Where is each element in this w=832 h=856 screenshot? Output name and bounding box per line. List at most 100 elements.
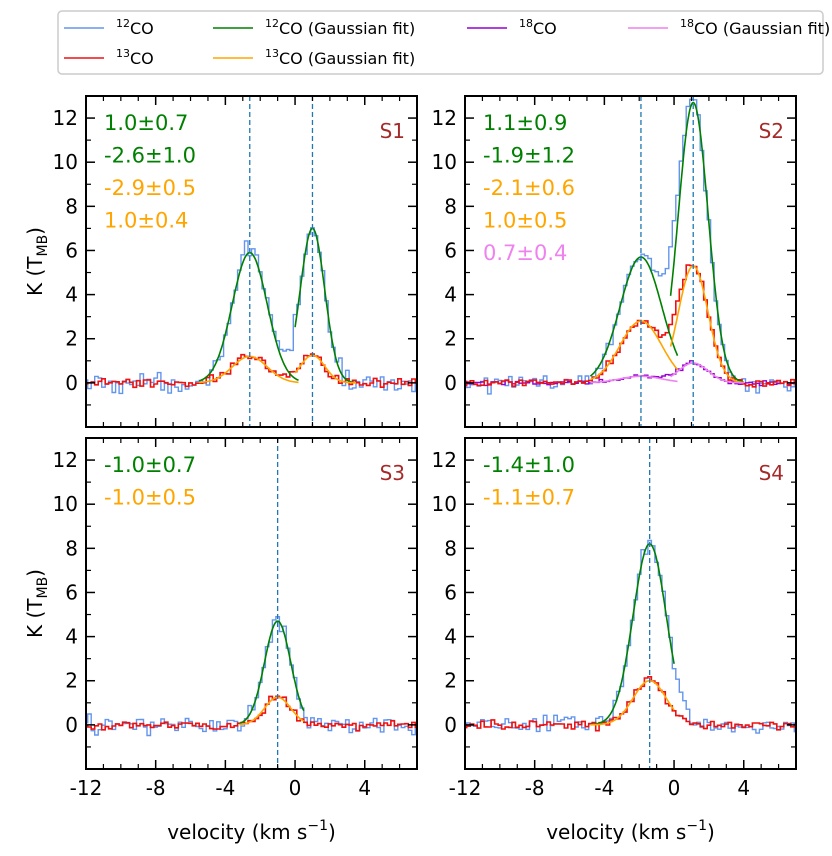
co13-fit-1 bbox=[669, 265, 744, 384]
plot-area bbox=[465, 438, 796, 769]
co13-fit-0 bbox=[590, 679, 675, 726]
panel-frame bbox=[85, 95, 418, 428]
y-axis-label: K (TMB) bbox=[23, 227, 51, 296]
co13-fit-1 bbox=[294, 354, 356, 384]
y-tick-label: 4 bbox=[444, 283, 457, 307]
fit-annotation: -1.0±0.5 bbox=[104, 486, 196, 510]
panel-label: S2 bbox=[759, 119, 784, 143]
panel-label: S4 bbox=[759, 461, 784, 485]
x-tick-label: -12 bbox=[70, 776, 103, 800]
fit-annotation: 1.1±0.9 bbox=[483, 111, 567, 135]
y-tick-label: 4 bbox=[65, 283, 78, 307]
ticks bbox=[464, 437, 797, 769]
legend-item-co18fit: 18CO (Gaussian fit) bbox=[628, 17, 830, 38]
y-tick-label: 12 bbox=[53, 106, 78, 130]
panel-frame bbox=[464, 437, 797, 770]
y-tick-label: 4 bbox=[65, 625, 78, 649]
plot-area bbox=[86, 438, 417, 769]
fit-annotation: -1.1±0.7 bbox=[483, 486, 575, 510]
co13-fit-0 bbox=[590, 320, 679, 381]
x-tick-label: 4 bbox=[358, 776, 371, 800]
legend-item-co13fit: 13CO (Gaussian fit) bbox=[213, 47, 415, 68]
x-tick-label: 0 bbox=[668, 776, 681, 800]
fit-annotation: -1.9±1.2 bbox=[483, 144, 575, 168]
panel-frame bbox=[85, 437, 418, 770]
legend-label: 13CO (Gaussian fit) bbox=[265, 47, 415, 68]
ticks bbox=[464, 95, 797, 427]
panel-label: S1 bbox=[380, 119, 405, 143]
legend-label: 12CO bbox=[116, 17, 154, 38]
y-tick-label: 2 bbox=[65, 669, 78, 693]
co13-fit-0 bbox=[239, 696, 305, 726]
y-tick-label: 4 bbox=[444, 625, 457, 649]
y-tick-label: 12 bbox=[53, 448, 78, 472]
legend-label: 18CO bbox=[519, 17, 557, 38]
co12-fit-0 bbox=[590, 543, 675, 726]
y-tick-label: 8 bbox=[444, 194, 457, 218]
y-tick-label: 8 bbox=[65, 194, 78, 218]
y-tick-label: 12 bbox=[432, 106, 457, 130]
fit-annotation: 1.0±0.5 bbox=[483, 209, 567, 233]
plot-area bbox=[86, 96, 417, 427]
y-tick-label: 2 bbox=[65, 327, 78, 351]
y-tick-label: 6 bbox=[65, 238, 78, 262]
y-tick-label: 0 bbox=[65, 713, 78, 737]
fit-annotation: -1.4±1.0 bbox=[483, 453, 575, 477]
y-tick-label: 0 bbox=[65, 371, 78, 395]
co18-fit-0 bbox=[590, 375, 678, 384]
fit-annotation: 1.0±0.4 bbox=[104, 209, 188, 233]
legend: 12CO 12CO (Gaussian fit) 18CO 18CO (Gaussia… bbox=[57, 10, 830, 75]
y-tick-label: 10 bbox=[53, 150, 78, 174]
y-tick-label: 2 bbox=[444, 327, 457, 351]
y-tick-label: 10 bbox=[53, 492, 78, 516]
legend-item-co12fit: 12CO (Gaussian fit) bbox=[213, 17, 415, 38]
y-axis-label: K (TMB) bbox=[23, 569, 51, 638]
y-tick-label: 6 bbox=[444, 238, 457, 262]
x-axis-label: velocity (km s−1) bbox=[546, 818, 715, 844]
co12-spectrum bbox=[86, 227, 417, 395]
ticks bbox=[85, 95, 418, 427]
co12-spectrum bbox=[86, 616, 417, 737]
co12-fit-1 bbox=[294, 227, 357, 384]
x-tick-label: -4 bbox=[594, 776, 614, 800]
fit-annotation: -2.1±0.6 bbox=[483, 176, 575, 200]
co12-fit-1 bbox=[669, 101, 744, 383]
panel-label: S3 bbox=[380, 461, 405, 485]
legend-label: 13CO bbox=[116, 47, 154, 68]
x-tick-label: -8 bbox=[525, 776, 545, 800]
co18-fit-1 bbox=[670, 362, 744, 384]
y-tick-label: 0 bbox=[444, 713, 457, 737]
y-tick-label: 8 bbox=[444, 536, 457, 560]
fit-annotation: -2.6±1.0 bbox=[104, 144, 196, 168]
panel-S1: 0 2 4 6 8 10 12 K (TMB) S1 1.0±0.7 -2.6±1.0 -2.9±0.… bbox=[23, 95, 418, 428]
co12-fit-0 bbox=[589, 256, 679, 377]
y-tick-label: 2 bbox=[444, 669, 457, 693]
y-tick-label: 10 bbox=[432, 150, 457, 174]
x-tick-label: -12 bbox=[449, 776, 482, 800]
legend-label: 12CO (Gaussian fit) bbox=[265, 17, 415, 38]
co13-spectrum bbox=[465, 264, 796, 388]
y-tick-label: 12 bbox=[432, 448, 457, 472]
legend-item-co18: 18CO bbox=[467, 17, 557, 38]
co13-fit-0 bbox=[199, 355, 299, 384]
panel-frame bbox=[464, 95, 797, 428]
fit-annotation: 1.0±0.7 bbox=[104, 111, 188, 135]
y-tick-label: 6 bbox=[65, 580, 78, 604]
panel-S4: 0 2 4 6 8 10 12 -12 -8 -4 0 4 velocity (km s−1) S4 -1.… bbox=[432, 437, 797, 844]
y-tick-label: 10 bbox=[432, 492, 457, 516]
y-tick-label: 8 bbox=[65, 536, 78, 560]
co13-spectrum bbox=[86, 695, 417, 732]
panel-S2: 0 2 4 6 8 10 12 S2 1.1±0.9 -1.9±1.2 -2.1±0.6 1.0±0.… bbox=[432, 95, 797, 428]
fit-annotation: 0.7±0.4 bbox=[483, 241, 567, 265]
fit-annotation: -2.9±0.5 bbox=[104, 176, 196, 200]
co12-fit-0 bbox=[239, 620, 305, 725]
x-tick-label: -4 bbox=[215, 776, 235, 800]
legend-item-co12: 12CO bbox=[64, 17, 154, 38]
fit-annotation: -1.0±0.7 bbox=[104, 453, 196, 477]
x-tick-label: -8 bbox=[146, 776, 166, 800]
y-tick-label: 6 bbox=[444, 580, 457, 604]
x-axis-label: velocity (km s−1) bbox=[167, 818, 336, 844]
legend-item-co13: 13CO bbox=[64, 47, 154, 68]
co12-fit-0 bbox=[198, 251, 299, 382]
